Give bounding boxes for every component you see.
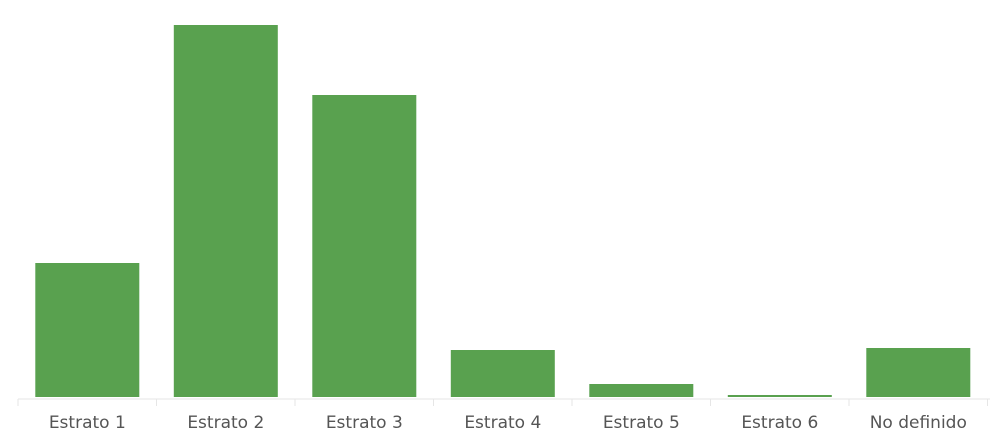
- x-tick-label: Estrato 1: [49, 413, 126, 433]
- bar-no-definido[interactable]: [866, 348, 971, 397]
- bar-estrato-5[interactable]: [589, 384, 694, 397]
- x-tick-labels: Estrato 1 Estrato 2 Estrato 3 Estrato 4 Estr…: [49, 413, 967, 433]
- bars-group: [35, 25, 971, 397]
- x-tick-label: Estrato 4: [464, 413, 541, 433]
- x-tick-label: Estrato 3: [326, 413, 403, 433]
- bar-estrato-4[interactable]: [450, 350, 555, 397]
- bar-estrato-3[interactable]: [312, 95, 417, 397]
- category-separators: [17, 399, 988, 406]
- x-tick-label: Estrato 6: [741, 413, 818, 433]
- x-tick-label: No definido: [870, 413, 967, 433]
- x-tick-label: Estrato 5: [603, 413, 680, 433]
- bar-estrato-2[interactable]: [173, 25, 278, 397]
- bar-estrato-1[interactable]: [35, 263, 140, 397]
- bar-estrato-6[interactable]: [727, 395, 832, 397]
- x-tick-label: Estrato 2: [187, 413, 264, 433]
